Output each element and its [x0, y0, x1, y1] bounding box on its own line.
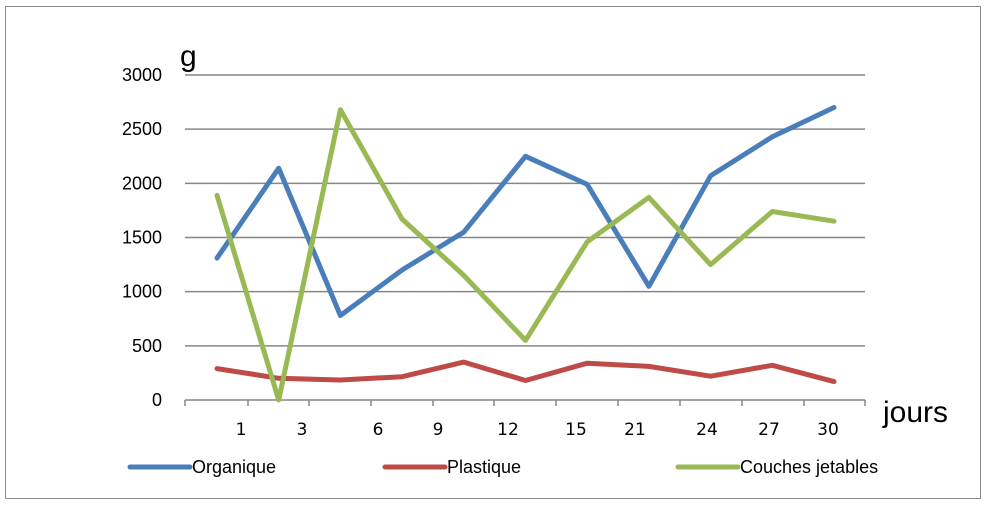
y-tick-label: 500 [132, 336, 162, 356]
x-tick-label: 6 [373, 420, 384, 440]
y-tick-label: 1000 [122, 282, 162, 302]
x-tick-marks [184, 400, 866, 406]
x-tick-labels: 1 3 6 9 12 15 21 24 27 30 [236, 420, 839, 440]
series-lines [214, 105, 837, 403]
x-tick-label: 1 [236, 420, 247, 440]
y-tick-label: 0 [152, 390, 162, 410]
series-line-0 [214, 105, 837, 318]
x-axis-title: jours [882, 396, 948, 429]
chart-frame [5, 6, 981, 499]
y-tick-label: 1500 [122, 228, 162, 248]
x-tick-label: 30 [817, 420, 839, 440]
x-tick-label: 15 [565, 420, 587, 440]
x-tick-label: 12 [497, 420, 519, 440]
series-line-1 [214, 359, 837, 385]
legend-label: Plastique [447, 457, 521, 477]
x-tick-label: 21 [624, 420, 646, 440]
gridlines [185, 74, 865, 347]
y-tick-label: 3000 [122, 65, 162, 85]
series-line-2 [214, 107, 837, 403]
x-tick-label: 24 [696, 420, 718, 440]
x-tick-label: 27 [758, 420, 780, 440]
y-tick-labels: 0 500 1000 1500 2000 2500 3000 [122, 65, 162, 410]
x-tick-label: 3 [297, 420, 308, 440]
legend-label: Couches jetables [740, 457, 878, 477]
y-axis-title: g [180, 40, 197, 73]
legend: Organique Plastique Couches jetables [127, 457, 878, 477]
y-tick-label: 2500 [122, 119, 162, 139]
x-tick-label: 9 [433, 420, 444, 440]
legend-label: Organique [192, 457, 276, 477]
y-tick-label: 2000 [122, 173, 162, 193]
